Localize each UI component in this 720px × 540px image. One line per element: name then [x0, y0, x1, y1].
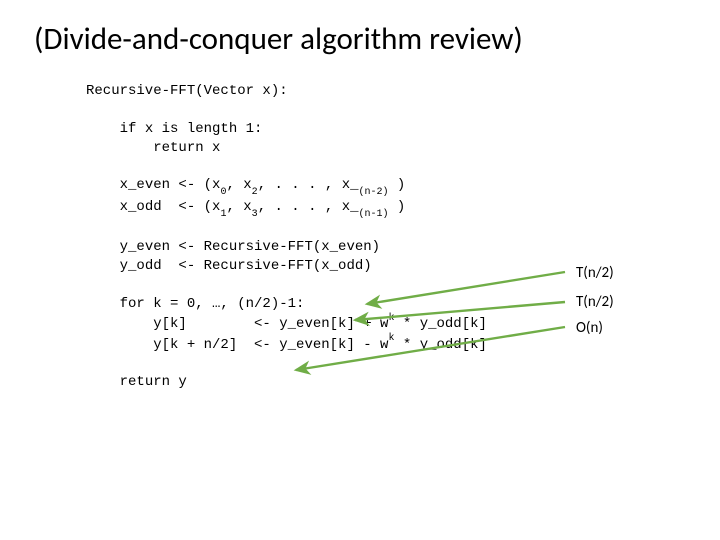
annotation-t-n2-1: T(n/2)	[576, 264, 614, 282]
annotation-t-n2-2: T(n/2)	[576, 293, 614, 311]
code-line-7: y_odd <- Recursive-FFT(x_odd)	[120, 258, 372, 274]
code-line-9: y[k] <- y_even[k] + wk * y_odd[k]	[153, 316, 487, 332]
code-line-10: y[k + n/2] <- y_even[k] - wk * y_odd[k]	[153, 337, 487, 353]
code-line-3: return x	[153, 140, 220, 156]
code-line-2: if x is length 1:	[120, 121, 263, 137]
code-line-8: for k = 0, …, (n/2)-1:	[120, 296, 305, 312]
pseudocode-block: Recursive-FFT(Vector x): if x is length …	[86, 82, 686, 392]
code-line-1: Recursive-FFT(Vector x):	[86, 83, 288, 99]
annotation-o-n: O(n)	[576, 319, 603, 337]
code-line-6: y_even <- Recursive-FFT(x_even)	[120, 239, 380, 255]
code-line-11: return y	[120, 374, 187, 390]
code-line-4: x_even <- (x0, x2, . . . , x_(n-2) )	[120, 177, 406, 193]
code-line-5: x_odd <- (x1, x3, . . . , x_(n-1) )	[120, 199, 406, 215]
slide-title: (Divide-and-conquer algorithm review)	[34, 20, 686, 58]
